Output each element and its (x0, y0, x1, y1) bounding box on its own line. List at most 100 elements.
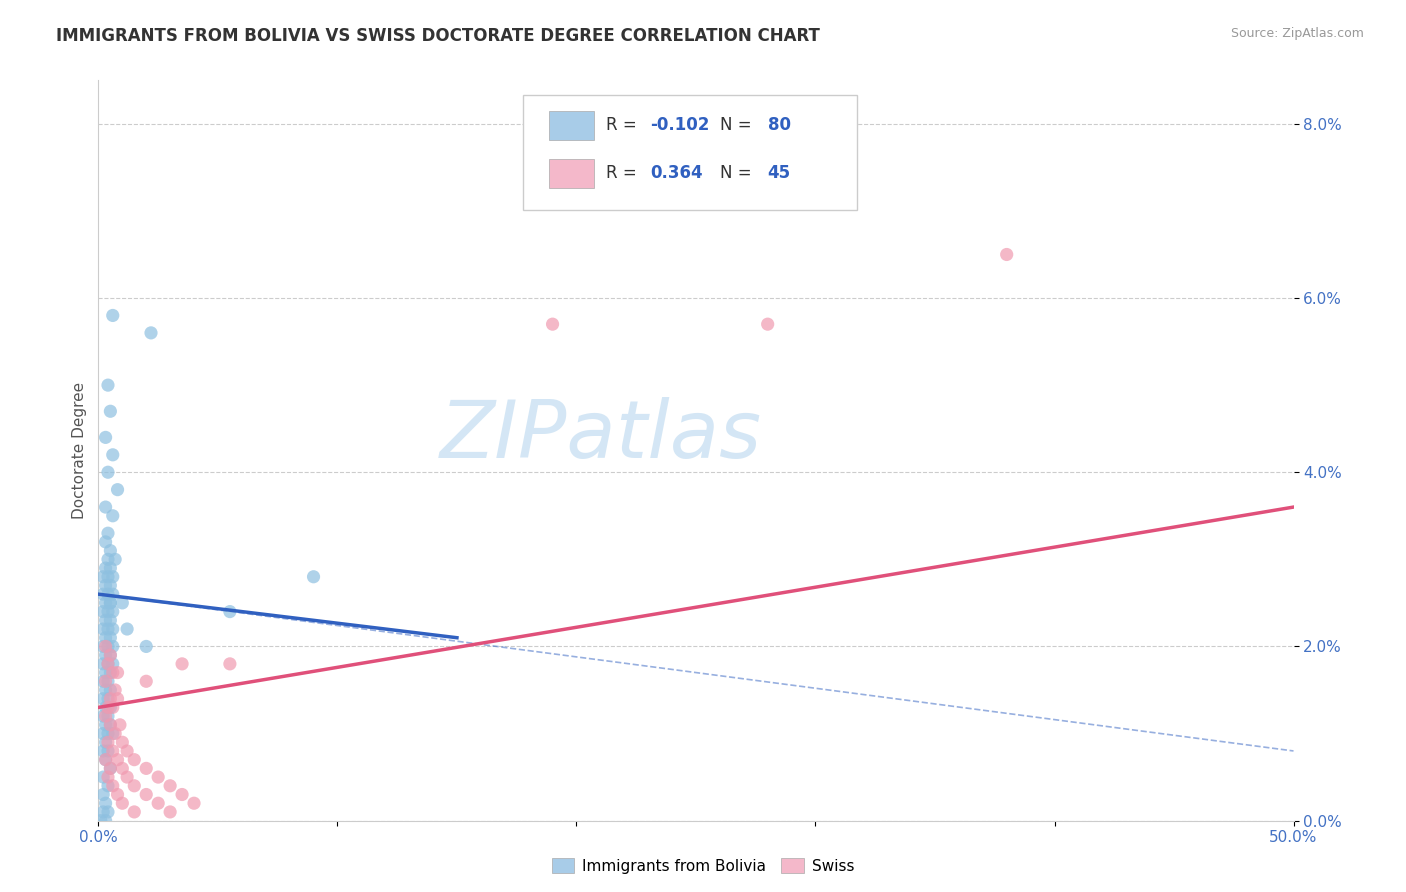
Point (159, 779, 181, 793)
Point (94, 500, 117, 514)
Point (97, 570, 120, 584)
Point (94, 561, 117, 575)
Point (94, 665, 117, 680)
Point (148, 796, 170, 810)
Legend: Immigrants from Bolivia, Swiss: Immigrants from Bolivia, Swiss (546, 852, 860, 880)
Point (94, 596, 117, 610)
Point (219, 657, 242, 671)
Point (219, 605, 242, 619)
Point (91, 770, 114, 784)
Point (91, 788, 114, 802)
Point (98, 718, 122, 732)
Point (135, 674, 157, 689)
Point (172, 788, 194, 802)
Point (111, 735, 134, 749)
Point (94, 640, 117, 654)
Text: 80: 80 (768, 116, 790, 134)
Point (104, 683, 127, 698)
Text: IMMIGRANTS FROM BOLIVIA VS SWISS DOCTORATE DEGREE CORRELATION CHART: IMMIGRANTS FROM BOLIVIA VS SWISS DOCTORA… (56, 27, 820, 45)
Point (101, 726, 124, 740)
Point (98, 718, 122, 732)
Text: N =: N = (720, 116, 756, 134)
Point (159, 805, 181, 819)
Point (94, 631, 117, 645)
Point (101, 309, 124, 323)
Point (98, 596, 122, 610)
Point (172, 657, 194, 671)
Point (101, 700, 124, 714)
Point (97, 465, 120, 479)
Point (97, 526, 120, 541)
Point (98, 543, 122, 558)
Point (108, 718, 131, 732)
Point (94, 709, 117, 723)
Point (94, 648, 117, 662)
Point (101, 779, 124, 793)
FancyBboxPatch shape (548, 112, 595, 139)
Point (98, 613, 122, 627)
Point (94, 753, 117, 767)
Text: ZIPatlas: ZIPatlas (439, 397, 762, 475)
Point (111, 761, 134, 775)
Point (97, 735, 120, 749)
Text: -0.102: -0.102 (651, 116, 710, 134)
Point (107, 483, 129, 497)
Point (94, 718, 117, 732)
Point (115, 622, 138, 636)
Point (91, 622, 114, 636)
Point (98, 631, 122, 645)
Point (97, 691, 120, 706)
Point (101, 657, 124, 671)
Point (97, 622, 120, 636)
Point (91, 570, 114, 584)
Point (94, 578, 117, 592)
Point (97, 700, 120, 714)
Point (148, 770, 170, 784)
Point (101, 570, 124, 584)
Point (97, 779, 120, 793)
Point (91, 709, 114, 723)
Y-axis label: Doctorate Degree: Doctorate Degree (72, 382, 87, 519)
Point (97, 744, 120, 758)
Point (91, 640, 114, 654)
Point (98, 683, 122, 698)
Point (94, 683, 117, 698)
FancyBboxPatch shape (548, 160, 595, 187)
Point (98, 761, 122, 775)
Point (97, 640, 120, 654)
Point (756, 317, 779, 331)
Point (94, 535, 117, 549)
Point (97, 657, 120, 671)
Point (135, 761, 157, 775)
Point (94, 796, 117, 810)
Point (101, 622, 124, 636)
FancyBboxPatch shape (523, 95, 858, 210)
Point (135, 788, 157, 802)
Point (91, 605, 114, 619)
Point (101, 448, 124, 462)
Point (98, 578, 122, 592)
Point (94, 700, 117, 714)
Text: 0.364: 0.364 (651, 164, 703, 182)
Point (98, 761, 122, 775)
Point (115, 770, 138, 784)
Point (124, 753, 146, 767)
Point (94, 674, 117, 689)
Point (98, 700, 122, 714)
Text: R =: R = (606, 116, 643, 134)
Point (101, 744, 124, 758)
Point (101, 587, 124, 601)
Point (101, 605, 124, 619)
Point (98, 691, 122, 706)
Point (107, 665, 129, 680)
Point (98, 596, 122, 610)
Point (94, 814, 117, 828)
Point (94, 613, 117, 627)
Point (98, 648, 122, 662)
Point (94, 430, 117, 444)
Point (101, 508, 124, 523)
Point (104, 552, 127, 566)
Point (107, 753, 129, 767)
Point (115, 744, 138, 758)
Point (91, 674, 114, 689)
